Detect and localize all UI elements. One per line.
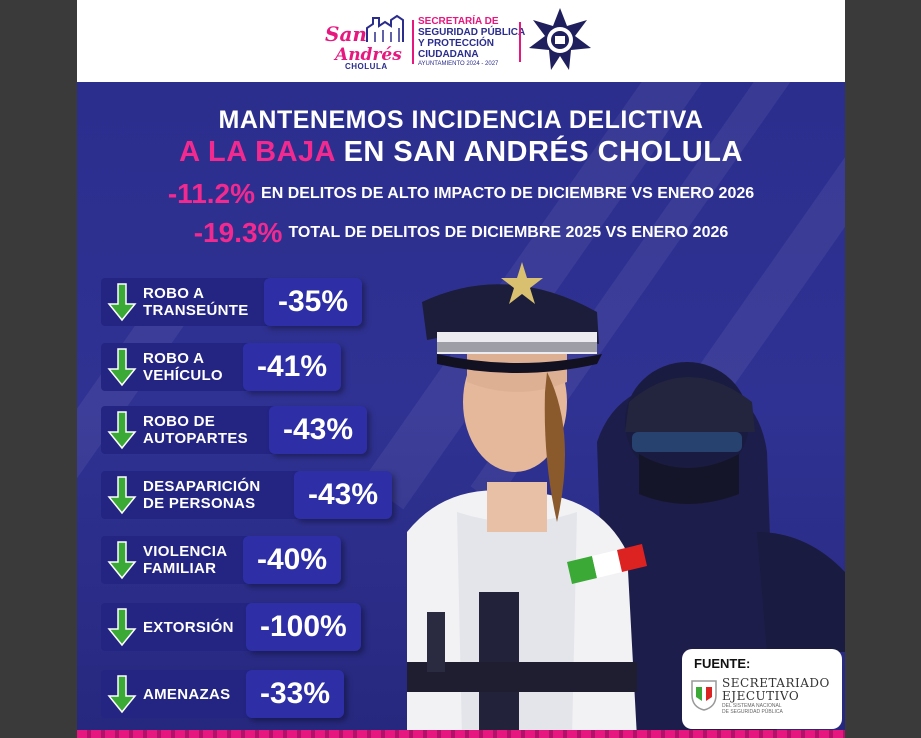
secretaria-line4: CIUDADANA xyxy=(418,49,479,60)
crime-name: ROBO A VEHÍCULO xyxy=(143,343,223,391)
headline-line1: MANTENEMOS INCIDENCIA DELICTIVA xyxy=(218,106,704,134)
headline-highlight: A LA BAJA xyxy=(179,136,336,168)
source-name-line2: EJECUTIVO xyxy=(722,689,800,703)
hero-section: MANTENEMOS INCIDENCIA DELICTIVA A LA BAJ… xyxy=(77,82,845,738)
crime-name: VIOLENCIA FAMILIAR xyxy=(143,536,227,584)
crime-label-box xyxy=(101,278,276,326)
infographic-poster: San Andrés CHOLULA SECRETARÍA DE SEGURID… xyxy=(77,0,845,738)
logo-text-cholula: CHOLULA xyxy=(345,62,388,71)
crime-name-line1: AMENAZAS xyxy=(143,685,231,703)
down-arrow-icon xyxy=(107,411,137,450)
crime-name-line2: AUTOPARTES xyxy=(143,430,248,447)
crime-name-line1: ROBO A xyxy=(143,350,205,367)
source-sub-line2: DE SEGURIDAD PÚBLICA xyxy=(722,709,783,715)
stat-description: EN DELITOS DE ALTO IMPACTO DE DICIEMBRE … xyxy=(261,185,755,202)
source-subtitle: DEL SISTEMA NACIONAL DE SEGURIDAD PÚBLICA xyxy=(722,703,832,715)
police-badge-logo xyxy=(525,6,595,72)
down-arrow-icon xyxy=(107,348,137,387)
secretaria-line3: Y PROTECCIÓN xyxy=(418,38,494,49)
crime-label-box xyxy=(101,603,256,651)
crime-name: DESAPARICIÓN DE PERSONAS xyxy=(143,471,261,519)
crime-name: ROBO A TRANSEÚNTE xyxy=(143,278,249,326)
crime-change-value: -100% xyxy=(246,603,361,651)
crime-name-line1: ROBO A xyxy=(143,285,205,302)
down-arrow-icon xyxy=(107,283,137,322)
header-divider xyxy=(412,20,414,64)
crime-change-value: -43% xyxy=(269,406,368,454)
crime-name-line2: TRANSEÚNTE xyxy=(143,302,249,319)
stat-description: TOTAL DE DELITOS DE DICIEMBRE 2025 VS EN… xyxy=(288,224,729,241)
headline-line2: A LA BAJA EN SAN ANDRÉS CHOLULA xyxy=(77,136,845,169)
secretaria-name: SECRETARÍA DE SEGURIDAD PÚBLICA Y PROTEC… xyxy=(418,16,528,69)
stat-total: -19.3% TOTAL DE DELITOS DE DICIEMBRE 2025… xyxy=(77,217,845,249)
crime-change-value: -43% xyxy=(294,471,393,519)
stat-percent: -19.3% xyxy=(193,217,283,248)
down-arrow-icon xyxy=(107,608,137,647)
crime-name: EXTORSIÓN xyxy=(143,603,234,651)
logo-text-andres: Andrés xyxy=(335,45,402,65)
secretariado-shield-icon xyxy=(691,680,717,711)
crime-label-box xyxy=(101,406,279,454)
san-andres-cholula-logo: San Andrés CHOLULA xyxy=(325,14,405,71)
secretaria-line2: SEGURIDAD PÚBLICA xyxy=(418,27,526,38)
crime-name-line1: VIOLENCIA xyxy=(143,543,228,560)
police-officers-illustration xyxy=(407,262,845,738)
source-name-line1: SECRETARIADO xyxy=(722,676,830,690)
crime-change-value: -35% xyxy=(264,278,363,326)
headline-line2-rest: EN SAN ANDRÉS CHOLULA xyxy=(335,136,743,168)
buildings-logo-icon xyxy=(366,14,404,42)
logo-text-san: San xyxy=(325,22,367,46)
police-star-icon xyxy=(529,8,591,70)
source-sub-line1: DEL SISTEMA NACIONAL xyxy=(722,703,782,709)
stat-high-impact: -11.2% EN DELITOS DE ALTO IMPACTO DE DICI… xyxy=(77,178,845,210)
crime-name-line2: VEHÍCULO xyxy=(143,367,223,384)
down-arrow-icon xyxy=(107,476,137,515)
down-arrow-icon xyxy=(107,541,137,580)
secretaria-line1: SECRETARÍA DE xyxy=(418,16,499,27)
source-name: SECRETARIADO EJECUTIVO xyxy=(722,677,830,703)
crime-name: AMENAZAS xyxy=(143,670,230,718)
secretaria-line5: AYUNTAMIENTO 2024 - 2027 xyxy=(418,61,499,67)
header-bar: San Andrés CHOLULA SECRETARÍA DE SEGURID… xyxy=(77,0,845,82)
crime-name-line1: EXTORSIÓN xyxy=(143,618,234,636)
crime-label-box xyxy=(101,471,306,519)
crime-change-value: -41% xyxy=(243,343,342,391)
crime-label-box xyxy=(101,670,256,718)
stat-percent: -11.2% xyxy=(167,178,256,209)
source-label: FUENTE: xyxy=(694,656,751,671)
header-divider-2 xyxy=(519,22,521,62)
down-arrow-icon xyxy=(107,675,137,714)
bottom-pattern-bar xyxy=(77,730,845,738)
crime-name-line2: FAMILIAR xyxy=(143,560,217,577)
crime-name-line1: ROBO DE xyxy=(143,413,216,430)
crime-name-line1: DESAPARICIÓN xyxy=(143,478,261,495)
crime-name-line2: DE PERSONAS xyxy=(143,495,256,512)
source-box: FUENTE: SECRETARIADO EJECUTIVO DEL SISTEM… xyxy=(682,649,842,729)
crime-name: ROBO DE AUTOPARTES xyxy=(143,406,248,454)
crime-change-value: -33% xyxy=(246,670,345,718)
crime-change-value: -40% xyxy=(243,536,342,584)
